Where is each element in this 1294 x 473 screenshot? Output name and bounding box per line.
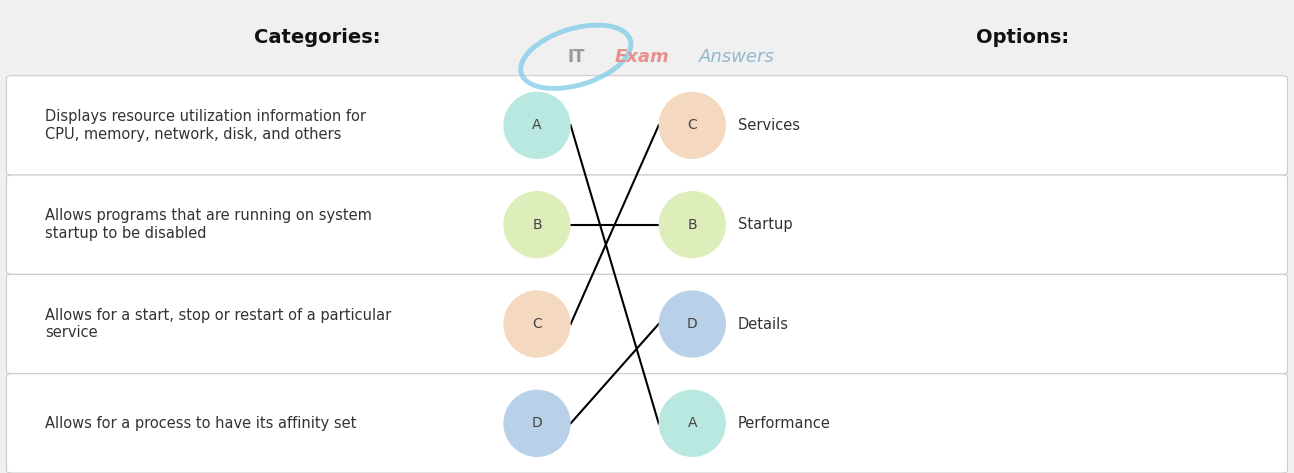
Ellipse shape (659, 92, 726, 159)
FancyBboxPatch shape (6, 374, 1288, 473)
Text: Categories:: Categories: (254, 28, 380, 47)
Text: C: C (687, 118, 697, 132)
Text: Startup: Startup (738, 217, 792, 232)
Ellipse shape (503, 191, 571, 258)
Text: IT: IT (567, 48, 585, 66)
Ellipse shape (659, 290, 726, 358)
Text: Options:: Options: (976, 28, 1069, 47)
Text: Exam: Exam (615, 48, 669, 66)
Text: A: A (532, 118, 542, 132)
FancyBboxPatch shape (6, 274, 1288, 374)
Ellipse shape (659, 191, 726, 258)
Text: Answers: Answers (699, 48, 775, 66)
FancyBboxPatch shape (6, 175, 1288, 274)
FancyBboxPatch shape (6, 76, 1288, 175)
Text: B: B (532, 218, 542, 232)
Text: Performance: Performance (738, 416, 831, 431)
Ellipse shape (503, 92, 571, 159)
Text: Services: Services (738, 118, 800, 133)
Ellipse shape (503, 290, 571, 358)
Text: Allows for a start, stop or restart of a particular
service: Allows for a start, stop or restart of a… (45, 308, 392, 340)
Text: A: A (687, 416, 697, 430)
Text: B: B (687, 218, 697, 232)
Text: Details: Details (738, 316, 788, 332)
Ellipse shape (503, 390, 571, 457)
Text: Allows for a process to have its affinity set: Allows for a process to have its affinit… (45, 416, 357, 431)
Text: D: D (532, 416, 542, 430)
Text: Displays resource utilization information for
CPU, memory, network, disk, and ot: Displays resource utilization informatio… (45, 109, 366, 141)
Text: C: C (532, 317, 542, 331)
Ellipse shape (659, 390, 726, 457)
Text: D: D (687, 317, 697, 331)
Text: Allows programs that are running on system
startup to be disabled: Allows programs that are running on syst… (45, 209, 373, 241)
